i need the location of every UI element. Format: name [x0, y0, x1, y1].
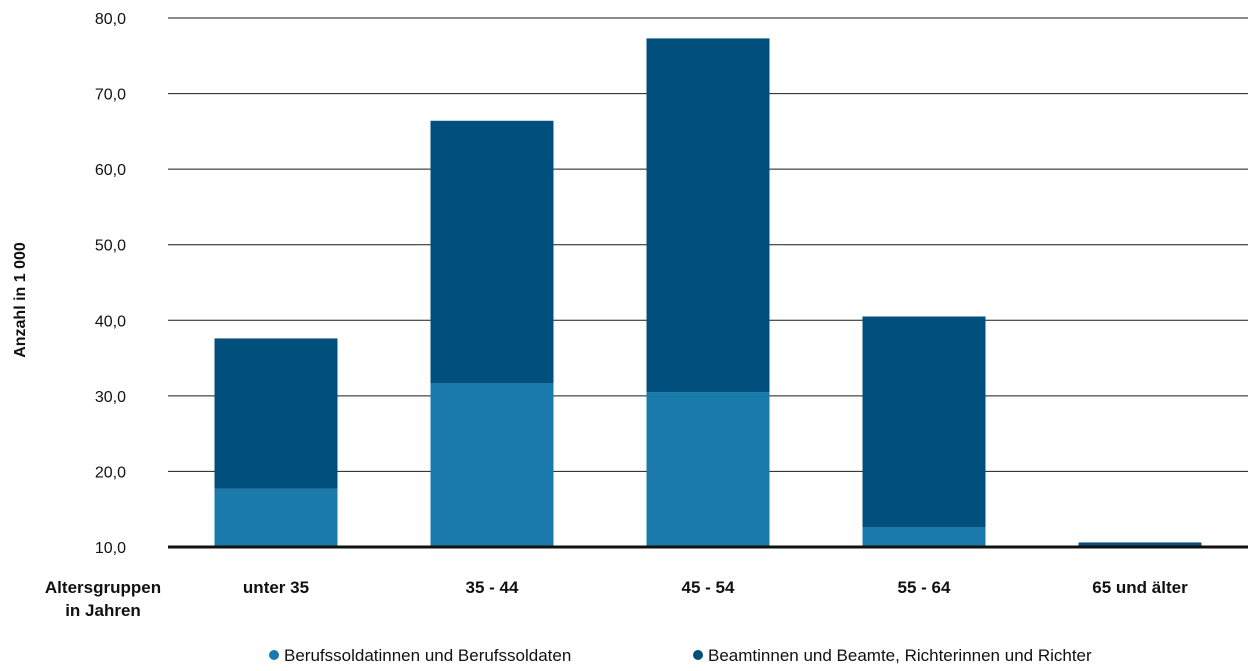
bar-segment-berufssoldaten-0 — [214, 488, 338, 547]
y-tick-label: 80,0 — [95, 11, 126, 28]
y-tick-label: 10,0 — [95, 540, 126, 557]
bar-segment-beamte-0 — [214, 338, 338, 489]
bars — [214, 38, 1202, 547]
y-tick-label: 20,0 — [95, 464, 126, 481]
y-tick-label: 60,0 — [95, 162, 126, 179]
y-tick-label: 70,0 — [95, 87, 126, 104]
bar-segment-berufssoldaten-1 — [430, 383, 554, 547]
labels: 10,0 20,0 30,0 40,0 50,0 60,0 70,0 80,0 unter 35… — [12, 11, 1188, 620]
bar-segment-berufssoldaten-3 — [862, 527, 986, 547]
y-axis-title: Anzahl in 1 000 — [12, 242, 29, 358]
x-category-label: 65 und älter — [1092, 578, 1188, 597]
y-tick-label: 40,0 — [95, 313, 126, 330]
x-category-label: unter 35 — [243, 578, 309, 597]
legend-label: Beamtinnen und Beamte, Richterinnen und … — [708, 646, 1092, 665]
y-tick-label: 50,0 — [95, 238, 126, 255]
legend-marker — [693, 650, 703, 660]
bar-segment-beamte-4 — [1078, 542, 1202, 547]
bar-segment-berufssoldaten-2 — [646, 392, 770, 547]
legend-marker — [269, 650, 279, 660]
x-axis-title: in Jahren — [65, 601, 141, 620]
x-category-label: 35 - 44 — [466, 578, 519, 597]
x-category-label: 45 - 54 — [682, 578, 735, 597]
x-axis-title: Altersgruppen — [45, 578, 161, 597]
bar-segment-beamte-2 — [646, 38, 770, 393]
y-tick-label: 30,0 — [95, 389, 126, 406]
legend-label: Berufssoldatinnen und Berufssoldaten — [284, 646, 571, 665]
x-category-label: 55 - 64 — [898, 578, 951, 597]
legend: Berufssoldatinnen und Berufssoldaten Beam… — [269, 646, 1092, 665]
bar-segment-beamte-1 — [430, 120, 554, 384]
bar-segment-beamte-3 — [862, 316, 986, 528]
